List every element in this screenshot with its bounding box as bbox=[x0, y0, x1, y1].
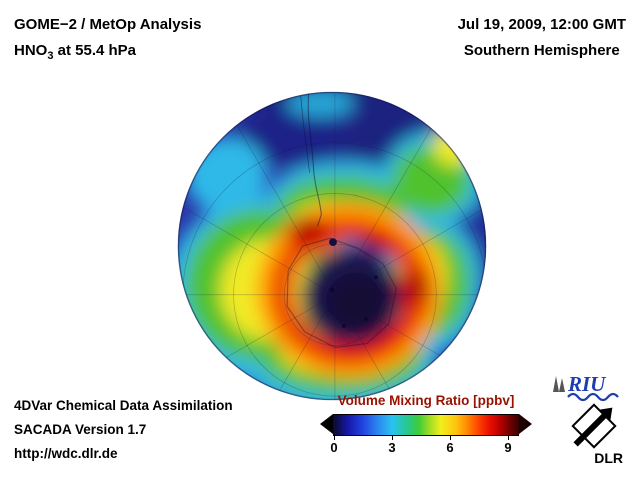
tick-label: 9 bbox=[504, 440, 512, 455]
mixing-ratio-field bbox=[177, 91, 487, 401]
globe-rim bbox=[177, 91, 487, 401]
riu-wave-icon bbox=[567, 392, 619, 402]
dlr-wordmark: DLR bbox=[594, 450, 623, 466]
riu-logo: RIU bbox=[550, 368, 628, 407]
tick-label: 0 bbox=[330, 440, 338, 455]
riu-wordmark: RIU bbox=[567, 372, 607, 396]
assimilation-label: 4DVar Chemical Data Assimilation bbox=[14, 398, 233, 413]
colorbar-right-arrow-icon bbox=[519, 414, 532, 434]
tick-label: 3 bbox=[388, 440, 396, 455]
colorbar-left-arrow-icon bbox=[320, 414, 333, 434]
datetime-block: Jul 19, 2009, 12:00 GMT Southern Hemisph… bbox=[458, 12, 626, 64]
datetime-label: Jul 19, 2009, 12:00 GMT bbox=[457, 16, 626, 33]
colorbar-gradient bbox=[333, 414, 519, 440]
vortex-speckles bbox=[329, 275, 378, 328]
hemisphere-label: Southern Hemisphere bbox=[463, 42, 620, 59]
tick-mark bbox=[508, 436, 509, 440]
hemisphere-map bbox=[176, 90, 488, 402]
tick-mark bbox=[334, 436, 335, 440]
version-label: SACADA Version 1.7 bbox=[14, 422, 147, 437]
colorbar-title: Volume Mixing Ratio [ppbv] bbox=[337, 393, 515, 408]
cathedral-icon bbox=[553, 376, 565, 392]
figure-title-block: GOME−2 / MetOp Analysis HNO3 at 55.4 hPa bbox=[14, 12, 201, 69]
analysis-title: GOME−2 / MetOp Analysis bbox=[14, 16, 202, 33]
dlr-logo: DLR bbox=[566, 400, 624, 471]
tick-label: 6 bbox=[446, 440, 454, 455]
species-level-title: HNO3 at 55.4 hPa bbox=[14, 42, 137, 62]
colorbar: Volume Mixing Ratio [ppbv] 0 3 6 9 bbox=[320, 393, 532, 456]
tick-mark bbox=[392, 436, 393, 440]
credits-block: 4DVar Chemical Data Assimilation SACADA … bbox=[14, 394, 233, 466]
tick-mark bbox=[450, 436, 451, 440]
coastlines bbox=[286, 93, 397, 348]
colorbar-tick-labels: 0 3 6 9 bbox=[320, 440, 532, 456]
website-url: http://wdc.dlr.de bbox=[14, 446, 118, 461]
globe-map bbox=[177, 91, 487, 401]
measurement-dot bbox=[329, 238, 337, 246]
dlr-emblem-icon bbox=[571, 403, 617, 449]
